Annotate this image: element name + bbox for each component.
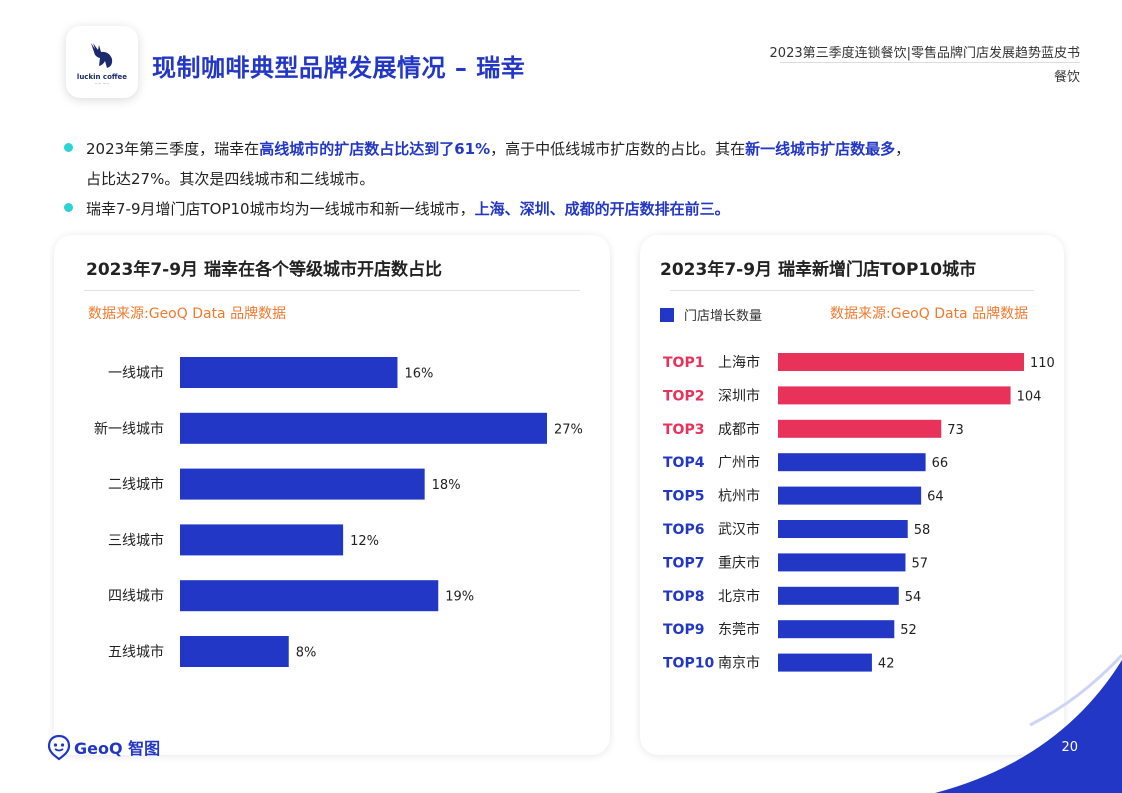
bar <box>180 580 439 612</box>
bar <box>778 653 872 672</box>
chart-legend: 门店增长数量 <box>660 305 762 324</box>
value-label: 8% <box>296 646 317 661</box>
page-number: 20 <box>1061 740 1078 755</box>
category-label: 三线城市 <box>108 532 164 549</box>
bullet-highlight: 新一线城市扩店数最多 <box>745 140 896 158</box>
value-label: 104 <box>1017 389 1042 404</box>
logo-tagline: ····· ····· <box>95 80 109 86</box>
legend-swatch <box>660 307 674 322</box>
bar <box>180 412 547 444</box>
logo-brand-text: luckin coffee <box>76 72 128 81</box>
title-divider <box>670 290 1034 291</box>
bar <box>778 386 1011 405</box>
category-label: 一线城市 <box>108 365 164 382</box>
bullet-2: 瑞幸7-9月增门店TOP10城市均为一线城市和新一线城市，上海、深圳、成都的开店… <box>64 194 1024 224</box>
value-label: 110 <box>1030 356 1055 371</box>
city-tier-bar-chart: 一线城市 16% 新一线城市 27% 二线城市 18% 三线城市 12% 四线城市 19% 五线城市… <box>94 357 583 667</box>
value-label: 42 <box>878 657 895 672</box>
city-label: 北京市 <box>718 588 760 605</box>
city-label: 杭州市 <box>718 488 760 505</box>
bar <box>778 553 906 572</box>
bullet-text: 占比达27%。其次是四线城市和二线城市。 <box>86 170 375 188</box>
value-label: 52 <box>900 623 917 638</box>
value-label: 58 <box>914 523 931 538</box>
page-title: 现制咖啡典型品牌发展情况 – 瑞幸 <box>152 54 526 82</box>
bar <box>180 357 398 388</box>
city-label: 成都市 <box>718 421 760 438</box>
value-label: 16% <box>404 367 433 382</box>
bullet-dot <box>64 203 73 212</box>
rank-label: TOP2 <box>663 388 704 404</box>
value-label: 64 <box>927 490 944 505</box>
rank-label: TOP1 <box>663 355 704 371</box>
city-tier-chart-card: 2023年7-9月 瑞幸在各个等级城市开店数占比 数据来源:GeoQ Data … <box>54 235 610 755</box>
value-label: 12% <box>350 534 379 549</box>
deer-icon <box>91 42 113 68</box>
city-label: 重庆市 <box>718 554 760 571</box>
header-divider <box>780 62 1080 63</box>
bullet-highlight: 上海、深圳、成都的开店数排在前三。 <box>474 200 730 218</box>
city-label: 深圳市 <box>718 387 760 404</box>
bar <box>180 636 289 667</box>
value-label: 54 <box>905 590 922 605</box>
bullet-dot <box>64 143 73 152</box>
rank-label: TOP4 <box>663 455 705 471</box>
top10-bar-chart: TOP1 上海市 110 TOP2 深圳市 104 TOP3 成都市 73 TOP4 广州市 66 TO… <box>663 353 1055 672</box>
bar <box>180 468 425 500</box>
city-label: 武汉市 <box>718 521 760 538</box>
chart-title: 2023年7-9月 瑞幸新增门店TOP10城市 <box>660 260 977 280</box>
bullet-1: 2023年第三季度，瑞幸在高线城市的扩店数占比达到了61%，高于中低线城市扩店数… <box>64 134 1024 194</box>
city-label: 南京市 <box>718 655 760 672</box>
category-label: 新一线城市 <box>94 420 164 437</box>
bar <box>180 524 344 556</box>
footer-logo: GeoQ 智图 <box>46 734 161 761</box>
rank-label: TOP8 <box>663 589 704 605</box>
bar <box>778 419 942 438</box>
data-source: 数据来源:GeoQ Data 品牌数据 <box>88 306 287 322</box>
bar <box>778 486 922 505</box>
bar <box>778 620 895 639</box>
bar <box>778 520 908 538</box>
bullet-text: 2023年第三季度，瑞幸在 <box>86 140 260 158</box>
report-category: 餐饮 <box>1053 70 1080 85</box>
data-source: 数据来源:GeoQ Data 品牌数据 <box>830 306 1029 322</box>
brand-logo: luckin coffee ····· ····· <box>66 26 138 98</box>
value-label: 57 <box>911 556 928 571</box>
bar <box>778 453 926 472</box>
top10-cities-chart-card: 2023年7-9月 瑞幸新增门店TOP10城市 门店增长数量 数据来源:GeoQ… <box>640 235 1064 755</box>
rank-label: TOP9 <box>663 622 704 638</box>
category-label: 二线城市 <box>108 476 164 493</box>
bullet-highlight: 高线城市的扩店数占比达到了61% <box>259 140 491 158</box>
bar <box>778 353 1024 371</box>
rank-label: TOP3 <box>663 422 704 438</box>
city-label: 广州市 <box>718 454 760 471</box>
city-label: 上海市 <box>718 354 760 371</box>
geoq-icon <box>47 734 71 761</box>
value-label: 27% <box>554 422 583 437</box>
chart-title: 2023年7-9月 瑞幸在各个等级城市开店数占比 <box>86 260 442 280</box>
rank-label: TOP6 <box>663 522 704 538</box>
value-label: 19% <box>445 590 474 605</box>
value-label: 73 <box>947 423 964 438</box>
bullet-text: 瑞幸7-9月增门店TOP10城市均为一线城市和新一线城市， <box>86 200 475 218</box>
summary-bullets: 2023年第三季度，瑞幸在高线城市的扩店数占比达到了61%，高于中低线城市扩店数… <box>64 134 1024 224</box>
report-title: 2023第三季度连锁餐饮|零售品牌门店发展趋势蓝皮书 <box>769 46 1080 61</box>
footer-logo-text: GeoQ 智图 <box>74 739 161 758</box>
category-label: 五线城市 <box>108 644 164 661</box>
city-label: 东莞市 <box>718 621 760 638</box>
value-label: 66 <box>932 456 949 471</box>
rank-label: TOP10 <box>663 656 714 672</box>
category-label: 四线城市 <box>108 588 164 605</box>
rank-label: TOP5 <box>663 489 704 505</box>
bullet-text: ，高于中低线城市扩店数的占比。其在 <box>490 140 746 158</box>
legend-label: 门店增长数量 <box>684 309 763 324</box>
value-label: 18% <box>432 478 461 493</box>
title-divider <box>84 290 580 291</box>
bar <box>778 586 899 605</box>
rank-label: TOP7 <box>663 555 704 571</box>
bullet-text: ， <box>895 140 911 158</box>
